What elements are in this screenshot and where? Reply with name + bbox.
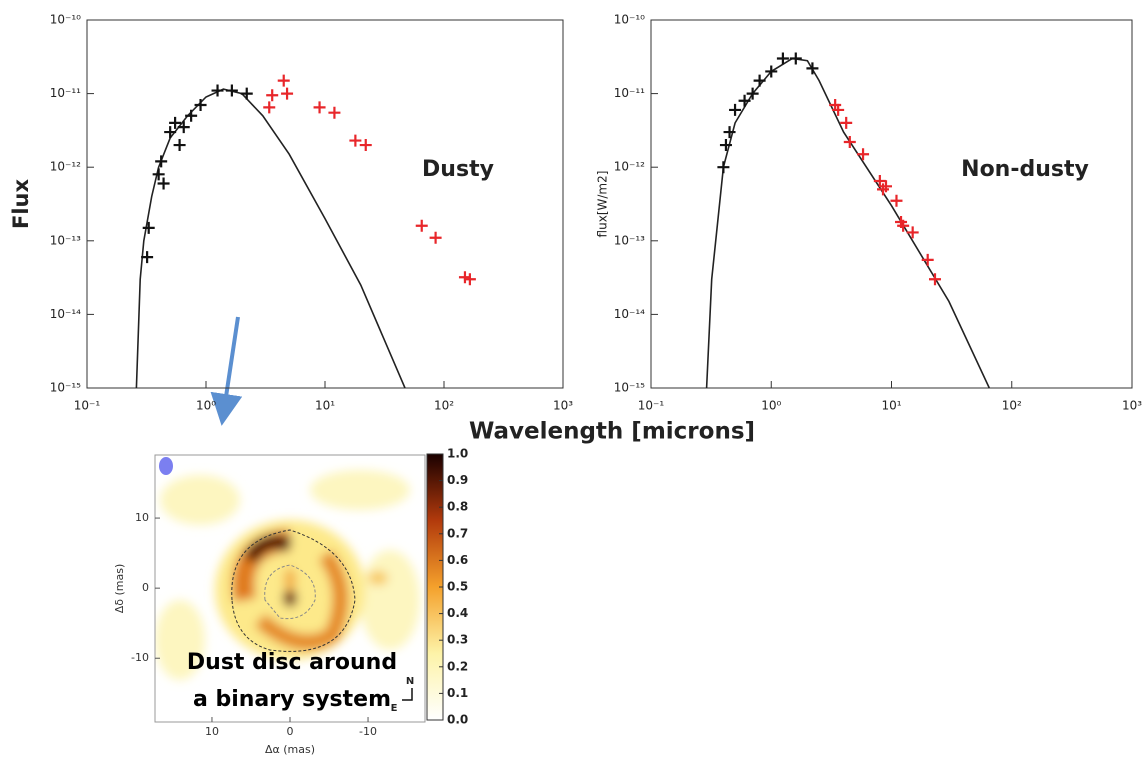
data-point bbox=[155, 155, 167, 167]
x-tick-label: 10¹ bbox=[881, 399, 901, 413]
data-point bbox=[844, 136, 856, 148]
x-tick-label: 0 bbox=[287, 725, 294, 738]
data-point bbox=[360, 139, 372, 151]
data-point bbox=[890, 195, 902, 207]
colorbar-tick-label: 0.7 bbox=[447, 526, 468, 540]
data-point bbox=[241, 88, 253, 100]
annotation: Dusty bbox=[422, 157, 494, 182]
x-tick-label: 10 bbox=[205, 725, 219, 738]
data-point bbox=[263, 101, 275, 113]
data-point bbox=[416, 220, 428, 232]
x-tick-label: 10¹ bbox=[315, 399, 335, 413]
model-curve bbox=[136, 89, 405, 388]
y-tick-label: 0 bbox=[142, 581, 149, 594]
x-tick-label: 10² bbox=[434, 399, 454, 413]
colorbar-tick-label: 0.2 bbox=[447, 659, 468, 673]
colorbar-tick-label: 0.4 bbox=[447, 606, 468, 620]
y-axis-title: flux[W/m2] bbox=[596, 171, 610, 238]
colorbar-tick-label: 1.0 bbox=[447, 447, 468, 461]
y-tick-label: 10⁻¹² bbox=[50, 160, 81, 174]
data-point bbox=[195, 99, 207, 111]
figure: 10⁻¹ 10⁰ 10¹ 10² 10³ 10⁻¹⁵ 10⁻¹⁴ 10⁻¹³ 10⁻¹² 10⁻¹… bbox=[0, 0, 1145, 757]
data-point bbox=[729, 104, 741, 116]
y-tick-label: 10⁻¹⁵ bbox=[50, 381, 81, 395]
compass-north: N bbox=[406, 676, 414, 687]
data-point bbox=[328, 107, 340, 119]
x-tick-label: 10⁻¹ bbox=[638, 399, 665, 413]
x-tick-label: 10² bbox=[1002, 399, 1022, 413]
annotation: Non-dusty bbox=[961, 157, 1089, 182]
plot-frame bbox=[87, 20, 563, 388]
y-tick-label: 10⁻¹¹ bbox=[614, 86, 645, 100]
data-point bbox=[174, 139, 186, 151]
data-point bbox=[857, 148, 869, 160]
x-tick-label: 10³ bbox=[553, 399, 573, 413]
x-tick-label: 10⁰ bbox=[196, 399, 216, 413]
x-axis-title: Δα (mas) bbox=[265, 743, 315, 756]
colorbar-tick-label: 0.3 bbox=[447, 633, 468, 647]
colorbar-tick-label: 0.8 bbox=[447, 500, 468, 514]
data-point bbox=[212, 85, 224, 97]
y-tick-label: 10⁻¹¹ bbox=[50, 86, 81, 100]
data-point bbox=[754, 75, 766, 87]
data-point bbox=[929, 273, 941, 285]
x-tick-label: 10⁻¹ bbox=[74, 399, 101, 413]
x-tick-label: 10⁰ bbox=[761, 399, 781, 413]
y-axis-title: Δδ (mas) bbox=[113, 564, 126, 614]
colorbar-tick-label: 0.1 bbox=[447, 686, 468, 700]
data-point bbox=[717, 161, 729, 173]
data-point bbox=[806, 62, 818, 74]
x-axis-title: Wavelength [microns] bbox=[469, 419, 755, 445]
y-tick-label: 10⁻¹⁴ bbox=[50, 307, 81, 321]
data-point bbox=[790, 52, 802, 64]
compass-east: E bbox=[391, 703, 398, 714]
y-tick-label: 10⁻¹⁰ bbox=[614, 13, 645, 27]
data-point bbox=[278, 75, 290, 87]
y-tick-label: 10⁻¹⁴ bbox=[614, 307, 645, 321]
y-tick-label: 10⁻¹³ bbox=[50, 233, 81, 247]
data-point bbox=[739, 95, 751, 107]
model-curve bbox=[707, 59, 990, 389]
data-point bbox=[430, 232, 442, 244]
dust-image bbox=[155, 455, 425, 722]
data-point bbox=[185, 110, 197, 122]
data-point bbox=[143, 222, 155, 234]
data-point bbox=[314, 101, 326, 113]
data-point bbox=[777, 52, 789, 64]
data-point bbox=[281, 88, 293, 100]
page: {"chart_data": [ {"type": "scatter", "yl… bbox=[0, 0, 1145, 757]
y-tick-label: 10⁻¹⁵ bbox=[614, 381, 645, 395]
image-annotation: Dust disc around bbox=[187, 650, 397, 675]
x-tick-label: 10³ bbox=[1122, 399, 1142, 413]
data-point bbox=[349, 135, 361, 147]
data-point bbox=[907, 226, 919, 238]
colorbar-tick-label: 0.6 bbox=[447, 553, 468, 567]
plot-frame bbox=[651, 20, 1132, 388]
x-tick-label: -10 bbox=[359, 725, 377, 738]
y-axis-title: Flux bbox=[9, 179, 33, 229]
y-tick-label: 10⁻¹³ bbox=[614, 233, 645, 247]
y-tick-label: 10⁻¹² bbox=[614, 160, 645, 174]
data-point bbox=[922, 254, 934, 266]
y-tick-label: 10 bbox=[135, 511, 149, 524]
colorbar-tick-label: 0.5 bbox=[447, 580, 468, 594]
data-point bbox=[226, 85, 238, 97]
arrow bbox=[224, 317, 238, 410]
colorbar-tick-label: 0.0 bbox=[447, 713, 468, 727]
data-point bbox=[266, 89, 278, 101]
y-tick-label: 10⁻¹⁰ bbox=[50, 13, 81, 27]
image-annotation: a binary system bbox=[193, 687, 391, 712]
colorbar-tick-label: 0.9 bbox=[447, 473, 468, 487]
y-tick-label: -10 bbox=[131, 651, 149, 664]
